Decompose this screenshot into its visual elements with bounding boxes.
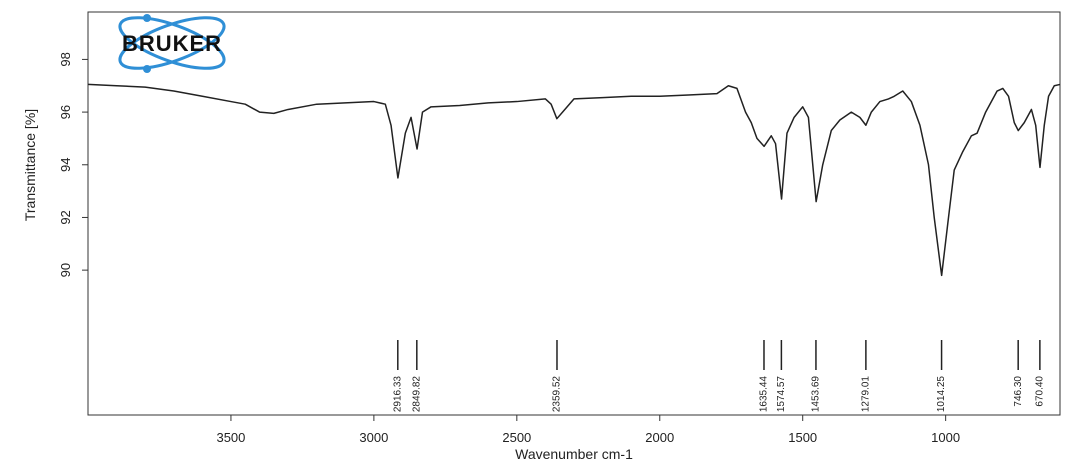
peak-label: 1635.44	[759, 376, 770, 413]
peak-label: 1574.57	[776, 376, 787, 413]
x-axis-title: Wavenumber cm-1	[515, 446, 633, 462]
logo: BRUKER	[118, 14, 226, 73]
spectrum-line	[87, 83, 1061, 277]
logo-dot	[143, 14, 151, 22]
y-tick-label: 98	[58, 52, 73, 66]
y-tick-label: 96	[58, 105, 73, 119]
logo-dot	[143, 65, 151, 73]
peak-label: 1453.69	[811, 376, 822, 413]
peak-label: 1279.01	[861, 376, 872, 413]
x-tick-label: 2500	[502, 430, 531, 445]
x-tick-label: 3000	[359, 430, 388, 445]
peak-label: 746.30	[1013, 376, 1024, 407]
x-tick-label: 1000	[931, 430, 960, 445]
peak-label: 2849.82	[411, 376, 422, 413]
peak-label: 1014.25	[936, 376, 947, 413]
x-tick-label: 2000	[645, 430, 674, 445]
plot-frame	[87, 11, 1061, 416]
y-tick-label: 90	[58, 263, 73, 277]
logo-orbit	[118, 16, 226, 70]
y-tick-label: 92	[58, 210, 73, 224]
y-tick-label: 94	[58, 158, 73, 172]
logo-text: BRUKER	[122, 31, 222, 56]
x-tick-label: 3500	[216, 430, 245, 445]
peak-label: 2359.52	[552, 376, 563, 413]
logo-orbit	[118, 16, 226, 70]
peak-label: 670.40	[1035, 376, 1046, 407]
y-axis-title: Transmittance [%]	[22, 109, 38, 221]
x-tick-label: 1500	[788, 430, 817, 445]
peak-label: 2916.33	[392, 376, 403, 413]
